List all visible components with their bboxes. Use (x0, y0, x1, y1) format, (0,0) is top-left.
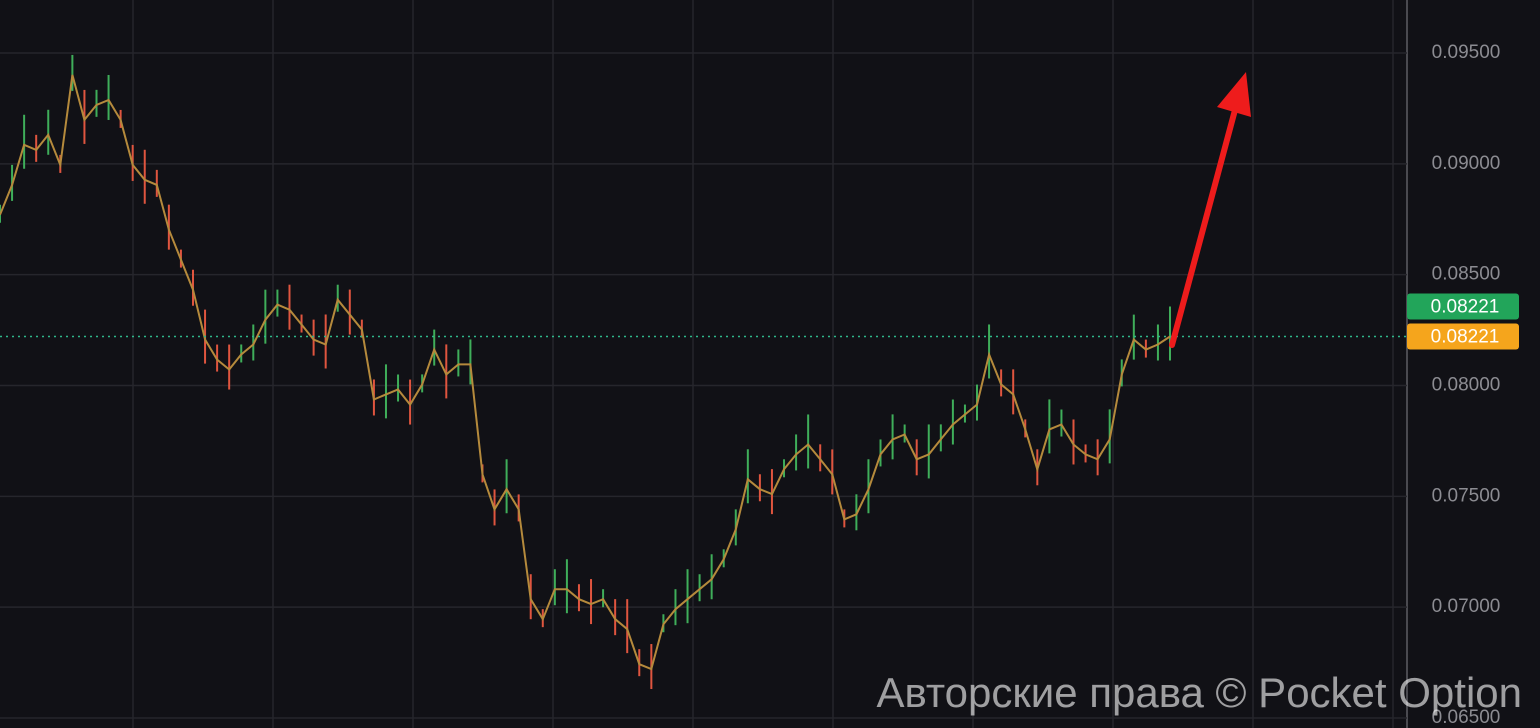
price-tag-label: 0.08221 (1431, 297, 1500, 318)
y-tick-label: 0.08500 (1432, 264, 1501, 285)
price-line (0, 74, 1171, 671)
arrow-shaft (1169, 107, 1238, 348)
arrow-head (1217, 72, 1251, 117)
y-tick-label: 0.06500 (1432, 707, 1501, 728)
y-tick-label: 0.09000 (1432, 153, 1501, 174)
price-tag (1407, 323, 1519, 350)
price-tag-label: 0.08221 (1431, 327, 1500, 348)
y-tick-label: 0.09500 (1432, 42, 1501, 63)
y-tick-label: 0.07000 (1432, 596, 1501, 617)
y-tick-label: 0.08000 (1432, 375, 1501, 396)
watermark: Авторские права © Pocket Option (876, 669, 1522, 716)
y-tick-label: 0.07500 (1432, 485, 1501, 506)
price-tag (1407, 293, 1519, 320)
